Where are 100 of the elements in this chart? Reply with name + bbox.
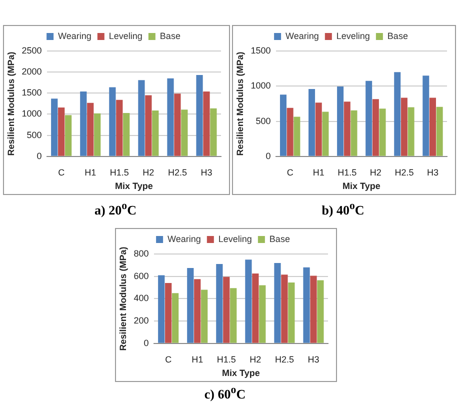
- bar: [422, 76, 430, 156]
- y-tick-label: 1500: [250, 45, 271, 56]
- y-tick-label: 500: [26, 130, 42, 140]
- bar: [400, 98, 408, 156]
- x-tick-label: H2.5: [394, 167, 414, 178]
- y-tick-label: 1000: [250, 80, 271, 91]
- x-tick-label: C: [58, 167, 66, 178]
- bar: [408, 107, 414, 156]
- y-tick-label: 400: [134, 293, 149, 304]
- bar: [109, 87, 116, 156]
- bar: [158, 275, 165, 343]
- y-tick-label: 200: [134, 316, 149, 326]
- bar: [230, 288, 237, 343]
- bar: [87, 102, 94, 156]
- legend-label: Wearing: [286, 30, 319, 41]
- bar: [216, 264, 223, 343]
- bar: [259, 285, 266, 343]
- legend-label: Leveling: [336, 30, 370, 41]
- bar: [317, 280, 324, 343]
- x-tick-label: H1.5: [216, 354, 236, 364]
- bar: [350, 110, 358, 156]
- bar: [80, 91, 87, 156]
- bar: [94, 113, 101, 156]
- x-tick-label: H3: [308, 354, 320, 364]
- bar: [210, 108, 217, 156]
- bar: [308, 88, 316, 156]
- y-axis-title: Resilient Modulus (MPa): [118, 246, 128, 351]
- bar: [51, 98, 58, 156]
- bar: [116, 100, 123, 156]
- bar: [379, 108, 386, 156]
- x-tick-label: H2.5: [274, 354, 294, 364]
- text: c) 60$^{o}$C: [203, 384, 247, 402]
- bar: [294, 116, 300, 156]
- bar: [372, 99, 379, 156]
- bar: [303, 267, 310, 343]
- bar: [145, 95, 152, 156]
- legend-label: Base: [387, 30, 408, 41]
- bar: [201, 290, 208, 343]
- x-tick-label: H2.5: [168, 167, 187, 178]
- bar: [181, 110, 188, 156]
- bar: [196, 75, 203, 156]
- y-axis-title: Resilient Modulus (MPa): [6, 52, 16, 156]
- x-tick-label: H1: [312, 167, 324, 178]
- bar: [281, 274, 288, 343]
- bar: [58, 107, 65, 156]
- bar: [194, 279, 201, 343]
- y-tick-label: 0: [36, 150, 42, 161]
- bar: [174, 94, 181, 156]
- bar: [223, 276, 230, 343]
- bar: [252, 274, 259, 343]
- bar: [203, 91, 210, 156]
- bar: [187, 268, 194, 343]
- x-tick-label: H3: [200, 167, 212, 178]
- bar: [167, 78, 174, 156]
- y-tick-label: 800: [134, 248, 149, 258]
- bar: [123, 112, 130, 156]
- x-tick-label: H3: [426, 167, 438, 178]
- legend-label: Wearing: [58, 30, 92, 41]
- x-axis-title: Mix Type: [114, 181, 153, 192]
- bar: [152, 110, 159, 156]
- legend-label: Leveling: [108, 30, 142, 41]
- text: b) 40$^{o}$C: [320, 200, 366, 218]
- bar: [344, 102, 350, 156]
- bar: [172, 293, 179, 343]
- y-tick-label: 500: [256, 116, 271, 126]
- y-tick-label: 0: [144, 338, 149, 348]
- x-tick-label: H1.5: [338, 167, 357, 178]
- x-tick-label: C: [165, 354, 172, 364]
- bar: [394, 72, 401, 156]
- bar: [366, 80, 372, 156]
- x-tick-label: H1.5: [110, 167, 129, 178]
- x-tick-label: C: [286, 167, 294, 178]
- x-tick-label: H2: [370, 167, 382, 178]
- y-axis-title: Resilient Modulus (MPa): [234, 52, 245, 156]
- bar: [337, 86, 344, 156]
- bar: [436, 106, 443, 156]
- x-tick-label: H2: [142, 167, 154, 178]
- y-tick-label: 0: [266, 150, 271, 161]
- bar: [280, 94, 286, 156]
- legend-label: Wearing: [168, 234, 201, 244]
- bar: [274, 262, 281, 343]
- y-tick-label: 1000: [22, 108, 42, 119]
- y-tick-label: 600: [134, 270, 149, 281]
- bar: [138, 80, 145, 156]
- legend-label: Base: [269, 234, 290, 244]
- x-tick-label: H1: [192, 354, 204, 364]
- bar: [64, 115, 72, 156]
- bar: [165, 283, 172, 343]
- bar: [310, 276, 317, 343]
- bar: [288, 282, 295, 343]
- bar: [315, 102, 322, 156]
- x-tick-label: H1: [84, 167, 96, 178]
- x-axis-title: Mix Type: [342, 181, 380, 192]
- bar: [286, 108, 294, 156]
- x-axis-title: Mix Type: [222, 368, 260, 378]
- y-tick-label: 2000: [22, 66, 42, 77]
- legend-label: Leveling: [218, 234, 252, 244]
- legend-label: Base: [160, 30, 180, 41]
- y-tick-label: 2500: [22, 45, 42, 56]
- bar: [322, 112, 329, 156]
